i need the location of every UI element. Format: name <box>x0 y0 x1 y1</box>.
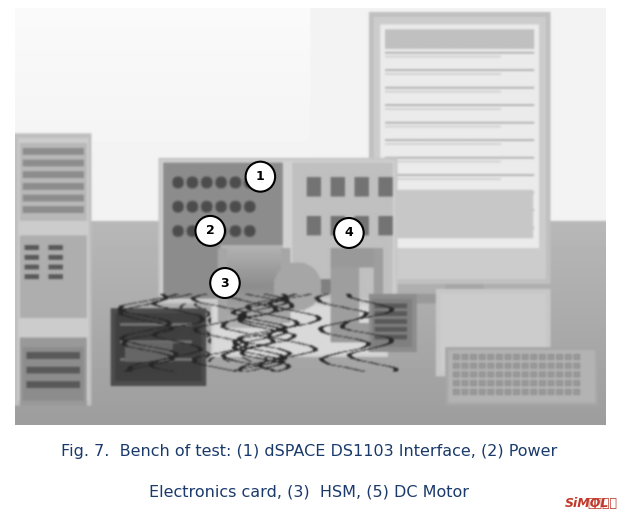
Circle shape <box>245 162 275 192</box>
Circle shape <box>210 268 240 298</box>
Text: Electronics card, (3)  HSM, (5) DC Motor: Electronics card, (3) HSM, (5) DC Motor <box>149 485 469 500</box>
Text: 3: 3 <box>221 277 229 289</box>
Text: Fig. 7.  Bench of test: (1) dSPACE DS1103 Interface, (2) Power: Fig. 7. Bench of test: (1) dSPACE DS1103… <box>61 444 557 459</box>
Circle shape <box>334 218 363 248</box>
Text: SiMOL: SiMOL <box>564 497 609 510</box>
Text: 4: 4 <box>344 227 353 239</box>
Text: 西精论坛: 西精论坛 <box>587 497 617 510</box>
Text: 1: 1 <box>256 170 265 183</box>
Text: 2: 2 <box>206 225 214 237</box>
Circle shape <box>195 216 225 246</box>
